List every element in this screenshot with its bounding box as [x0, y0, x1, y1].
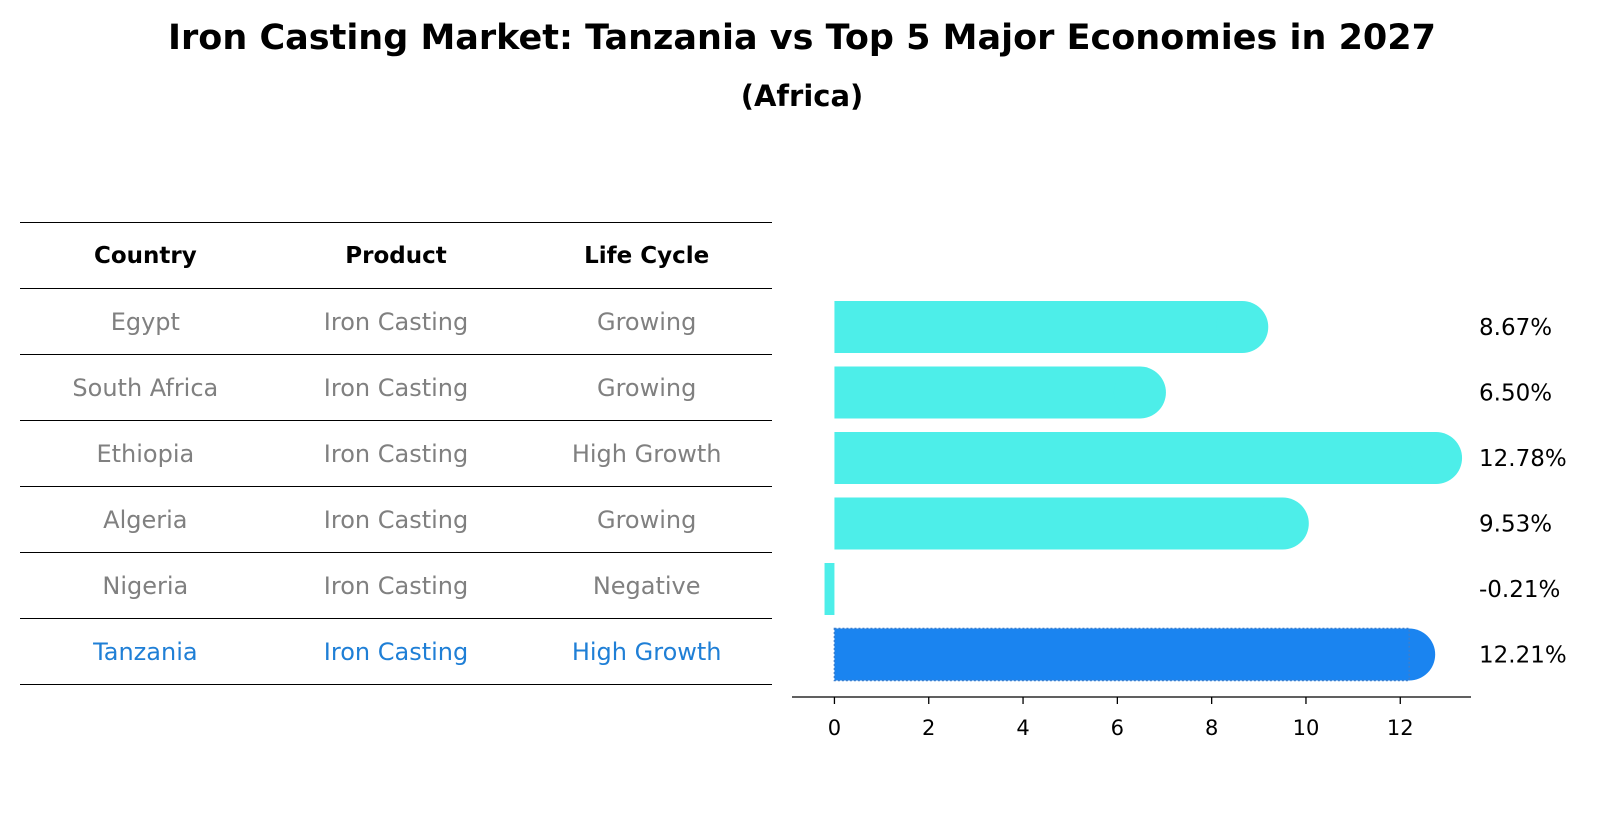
cell-life-cycle: Growing [596, 307, 697, 336]
table-row: Egypt Iron Casting Growing [20, 289, 772, 355]
value-label: 12.21% [1479, 643, 1567, 669]
cell-country: Tanzania [93, 637, 198, 666]
x-tick-label: 0 [828, 716, 841, 740]
cell-product: Iron Casting [323, 571, 469, 600]
x-tick-label: 4 [1016, 716, 1029, 740]
value-label: 8.67% [1479, 315, 1552, 341]
x-tick-label: 6 [1111, 716, 1124, 740]
cell-country: Nigeria [102, 571, 189, 600]
country-table: Country Product Life Cycle Egypt Iron Ca… [20, 222, 772, 685]
x-tick-label: 2 [922, 716, 935, 740]
value-label: 9.53% [1479, 512, 1552, 538]
table-row-highlight: Tanzania Iron Casting High Growth [20, 619, 772, 685]
bar-algeria [834, 497, 1309, 550]
cell-country: Ethiopia [96, 439, 195, 468]
table-row: Algeria Iron Casting Growing [20, 487, 772, 553]
value-label: -0.21% [1479, 577, 1560, 603]
x-tick-label: 12 [1387, 716, 1414, 740]
cell-country: Algeria [103, 505, 188, 534]
cell-product: Iron Casting [323, 439, 469, 468]
chart-subtitle: (Africa) [740, 79, 864, 113]
x-tick-label: 8 [1205, 716, 1218, 740]
table-header-row: Country Product Life Cycle [20, 223, 772, 289]
bar-egypt [834, 301, 1269, 353]
value-label: 6.50% [1479, 381, 1552, 407]
value-label: 12.78% [1479, 446, 1567, 472]
cell-product: Iron Casting [323, 307, 469, 336]
header-life-cycle: Life Cycle [584, 242, 710, 269]
chart-title: Iron Casting Market: Tanzania vs Top 5 M… [168, 18, 1436, 58]
cell-country: Egypt [110, 307, 180, 336]
cell-product: Iron Casting [323, 373, 469, 402]
table-row: Nigeria Iron Casting Negative [20, 553, 772, 619]
bar-ethiopia [834, 432, 1463, 484]
table-row: Ethiopia Iron Casting High Growth [20, 421, 772, 487]
cell-life-cycle: Negative [592, 571, 701, 600]
cell-life-cycle: Growing [596, 505, 697, 534]
header-country: Country [93, 242, 197, 269]
bar-tanzania [833, 627, 1436, 682]
cell-life-cycle: High Growth [571, 637, 722, 666]
bar-south-africa [834, 366, 1166, 419]
cell-life-cycle: High Growth [571, 439, 722, 468]
x-tick-label: 10 [1293, 716, 1320, 740]
header-product: Product [345, 242, 447, 269]
cell-product: Iron Casting [323, 637, 469, 666]
table-row: South Africa Iron Casting Growing [20, 355, 772, 421]
cell-product: Iron Casting [323, 505, 469, 534]
cell-country: South Africa [72, 373, 219, 402]
cell-life-cycle: Growing [596, 373, 697, 402]
bar-nigeria [824, 563, 835, 615]
